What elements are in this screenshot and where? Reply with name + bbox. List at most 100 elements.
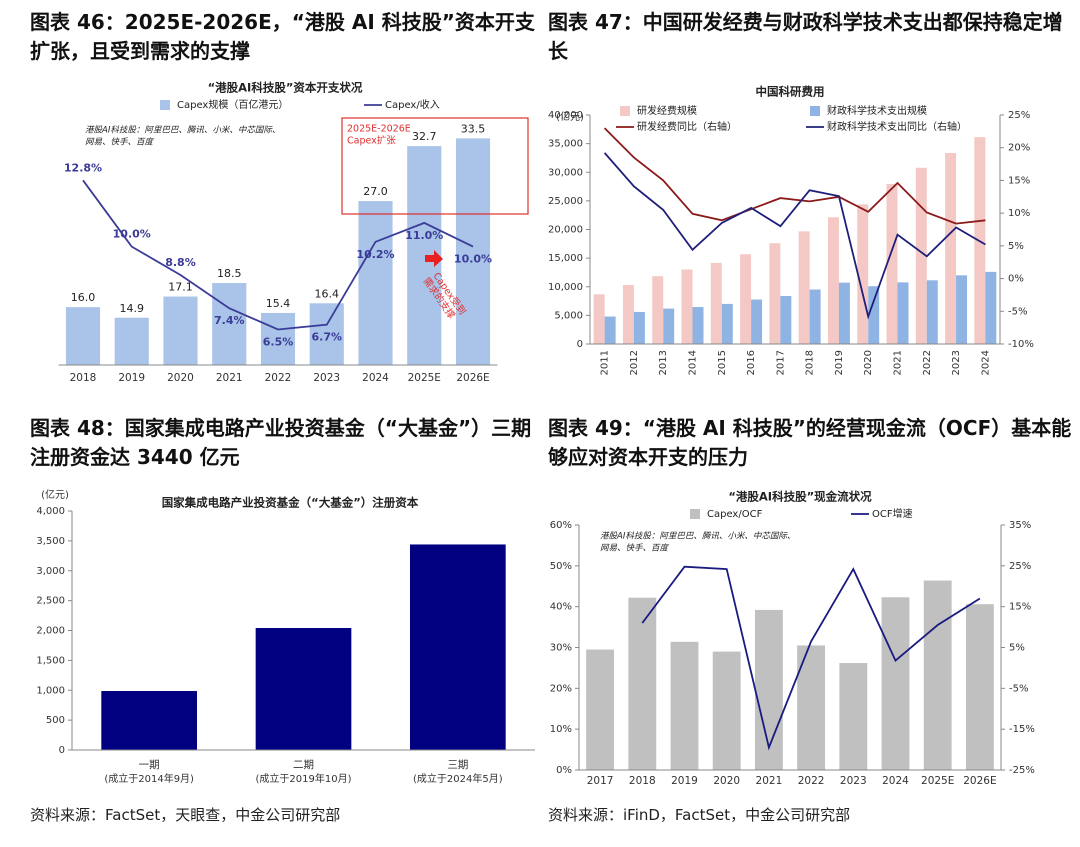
y2-tick-label: 35% — [1009, 520, 1031, 531]
figure-title: 图表 47：中国研发经费与财政科学技术支出都保持稳定增长 — [548, 10, 1063, 63]
line-value-label: 8.8% — [165, 256, 196, 269]
x-tick-label: 2023 — [951, 350, 962, 375]
bar — [923, 580, 952, 770]
bar-value-label: 18.5 — [217, 267, 242, 280]
legend-label: 研发经费同比（右轴） — [637, 120, 737, 133]
x-tick-label: 2011 — [600, 350, 611, 375]
bar — [212, 283, 247, 365]
x-tick-label: 2018 — [805, 350, 816, 375]
bar — [945, 153, 957, 344]
x-tick-label: 2019 — [671, 775, 698, 787]
y-tick-label: 40% — [550, 602, 572, 613]
y-tick-label: 2,000 — [36, 626, 65, 637]
y-tick-label: 20,000 — [548, 225, 583, 236]
note: 港股AI科技股：阿里巴巴、腾讯、小米、中芯国际、 — [85, 125, 280, 136]
note: 港股AI科技股：阿里巴巴、腾讯、小米、中芯国际、 — [600, 531, 795, 542]
y-tick-label: 30% — [550, 643, 572, 654]
bar — [409, 544, 506, 750]
box-note: Capex扩张 — [347, 135, 396, 147]
y-tick-label: 60% — [550, 520, 572, 531]
y-tick-label: 15,000 — [548, 253, 583, 264]
x-tick-label: 2023 — [840, 775, 867, 787]
arrow — [425, 250, 443, 267]
y-tick-label: 3,000 — [36, 566, 65, 577]
legend-label: Capex规模（百亿港元） — [177, 98, 288, 111]
bar — [652, 276, 664, 344]
highlight-box — [341, 117, 529, 215]
x-tick-note: (成立于2014年9月) — [104, 772, 194, 785]
y-tick-label: 30,000 — [548, 167, 583, 178]
y-tick-label: 40,000 — [548, 110, 583, 121]
figure-title: 图表 49：“港股 AI 科技股”的经营现金流（OCF）基本能够应对资本开支的压… — [548, 416, 1072, 469]
bar — [681, 269, 693, 344]
chart-title: “港股AI科技股”现金流状况 — [728, 490, 872, 504]
bar — [740, 254, 752, 344]
y-tick-label: 50% — [550, 561, 572, 572]
figure-title: 图表 48：国家集成电路产业投资基金（“大基金”）三期注册资金达 3440 亿元 — [30, 416, 532, 469]
y-tick-label: 10,000 — [548, 282, 583, 293]
figure-title: 图表 46：2025E-2026E，“港股 AI 科技股”资本开支扩张，且受到需… — [30, 10, 535, 63]
bar — [827, 217, 839, 344]
bar — [721, 303, 733, 344]
y2-tick-label: -15% — [1009, 724, 1035, 735]
bar — [985, 271, 997, 344]
chart: “港股AI科技股”现金流状况港股AI科技股：阿里巴巴、腾讯、小米、中芯国际、网易… — [550, 490, 1035, 788]
legend-label: Capex/收入 — [385, 98, 440, 111]
legend-swatch — [810, 106, 820, 116]
legend-swatch — [160, 100, 170, 110]
bar — [255, 628, 352, 750]
x-tick-label: 2024 — [362, 372, 389, 384]
y2-tick-label: -5% — [1009, 683, 1028, 694]
note: 网易、快手、百度 — [600, 543, 670, 554]
line — [82, 179, 474, 331]
x-tick-label: 2020 — [167, 372, 194, 384]
bar — [710, 262, 722, 344]
legend-label: 财政科学技术支出同比（右轴） — [827, 120, 967, 133]
bar — [309, 303, 344, 365]
bar-value-label: 15.4 — [266, 297, 291, 310]
x-tick-label: 2021 — [756, 775, 783, 787]
y-tick-label: 5,000 — [554, 310, 583, 321]
y-tick-label: 10% — [550, 724, 572, 735]
x-tick-label: 2013 — [658, 350, 669, 375]
bar — [926, 280, 938, 344]
bar — [915, 167, 927, 344]
chart: “港股AI科技股”资本开支状况港股AI科技股：阿里巴巴、腾讯、小米、中芯国际、网… — [58, 81, 529, 384]
bar — [754, 609, 783, 770]
line-value-label: 10.0% — [113, 228, 151, 241]
bar — [114, 317, 149, 365]
bar — [604, 316, 616, 344]
x-tick-label: 一期 — [139, 759, 160, 771]
y-tick-label: 0% — [556, 765, 572, 776]
bar — [101, 691, 198, 750]
line-value-label: 12.8% — [64, 161, 102, 174]
chart-title: 中国科研费用 — [756, 85, 825, 99]
x-tick-label: 2014 — [688, 350, 699, 375]
bar — [455, 138, 491, 365]
bar — [663, 308, 675, 344]
y-tick-label: 2,500 — [36, 596, 65, 607]
x-tick-label: 2024 — [882, 775, 909, 787]
y2-tick-label: 25% — [1008, 110, 1030, 121]
bar — [358, 201, 393, 365]
bar — [628, 597, 657, 770]
line-value-label: 6.5% — [263, 335, 294, 348]
bar — [881, 597, 910, 770]
y2-tick-label: 20% — [1008, 143, 1030, 154]
bar — [769, 243, 781, 344]
bar — [965, 604, 994, 770]
line — [603, 127, 986, 225]
x-tick-label: 2015 — [717, 350, 728, 375]
x-tick-label: 2017 — [775, 350, 786, 375]
bar — [886, 183, 898, 344]
chart: 国家集成电路产业投资基金（“大基金”）注册资本 (亿元) 0 500 1,000 1,50… — [36, 488, 535, 785]
bar — [712, 651, 741, 770]
y2-tick-label: 0% — [1008, 274, 1024, 285]
x-tick-label: 2020 — [863, 350, 874, 375]
bar — [780, 296, 792, 344]
x-tick-label: 2021 — [893, 350, 904, 375]
line-value-label: 10.0% — [454, 253, 492, 266]
bar — [65, 307, 101, 365]
legend-swatch — [620, 106, 630, 116]
